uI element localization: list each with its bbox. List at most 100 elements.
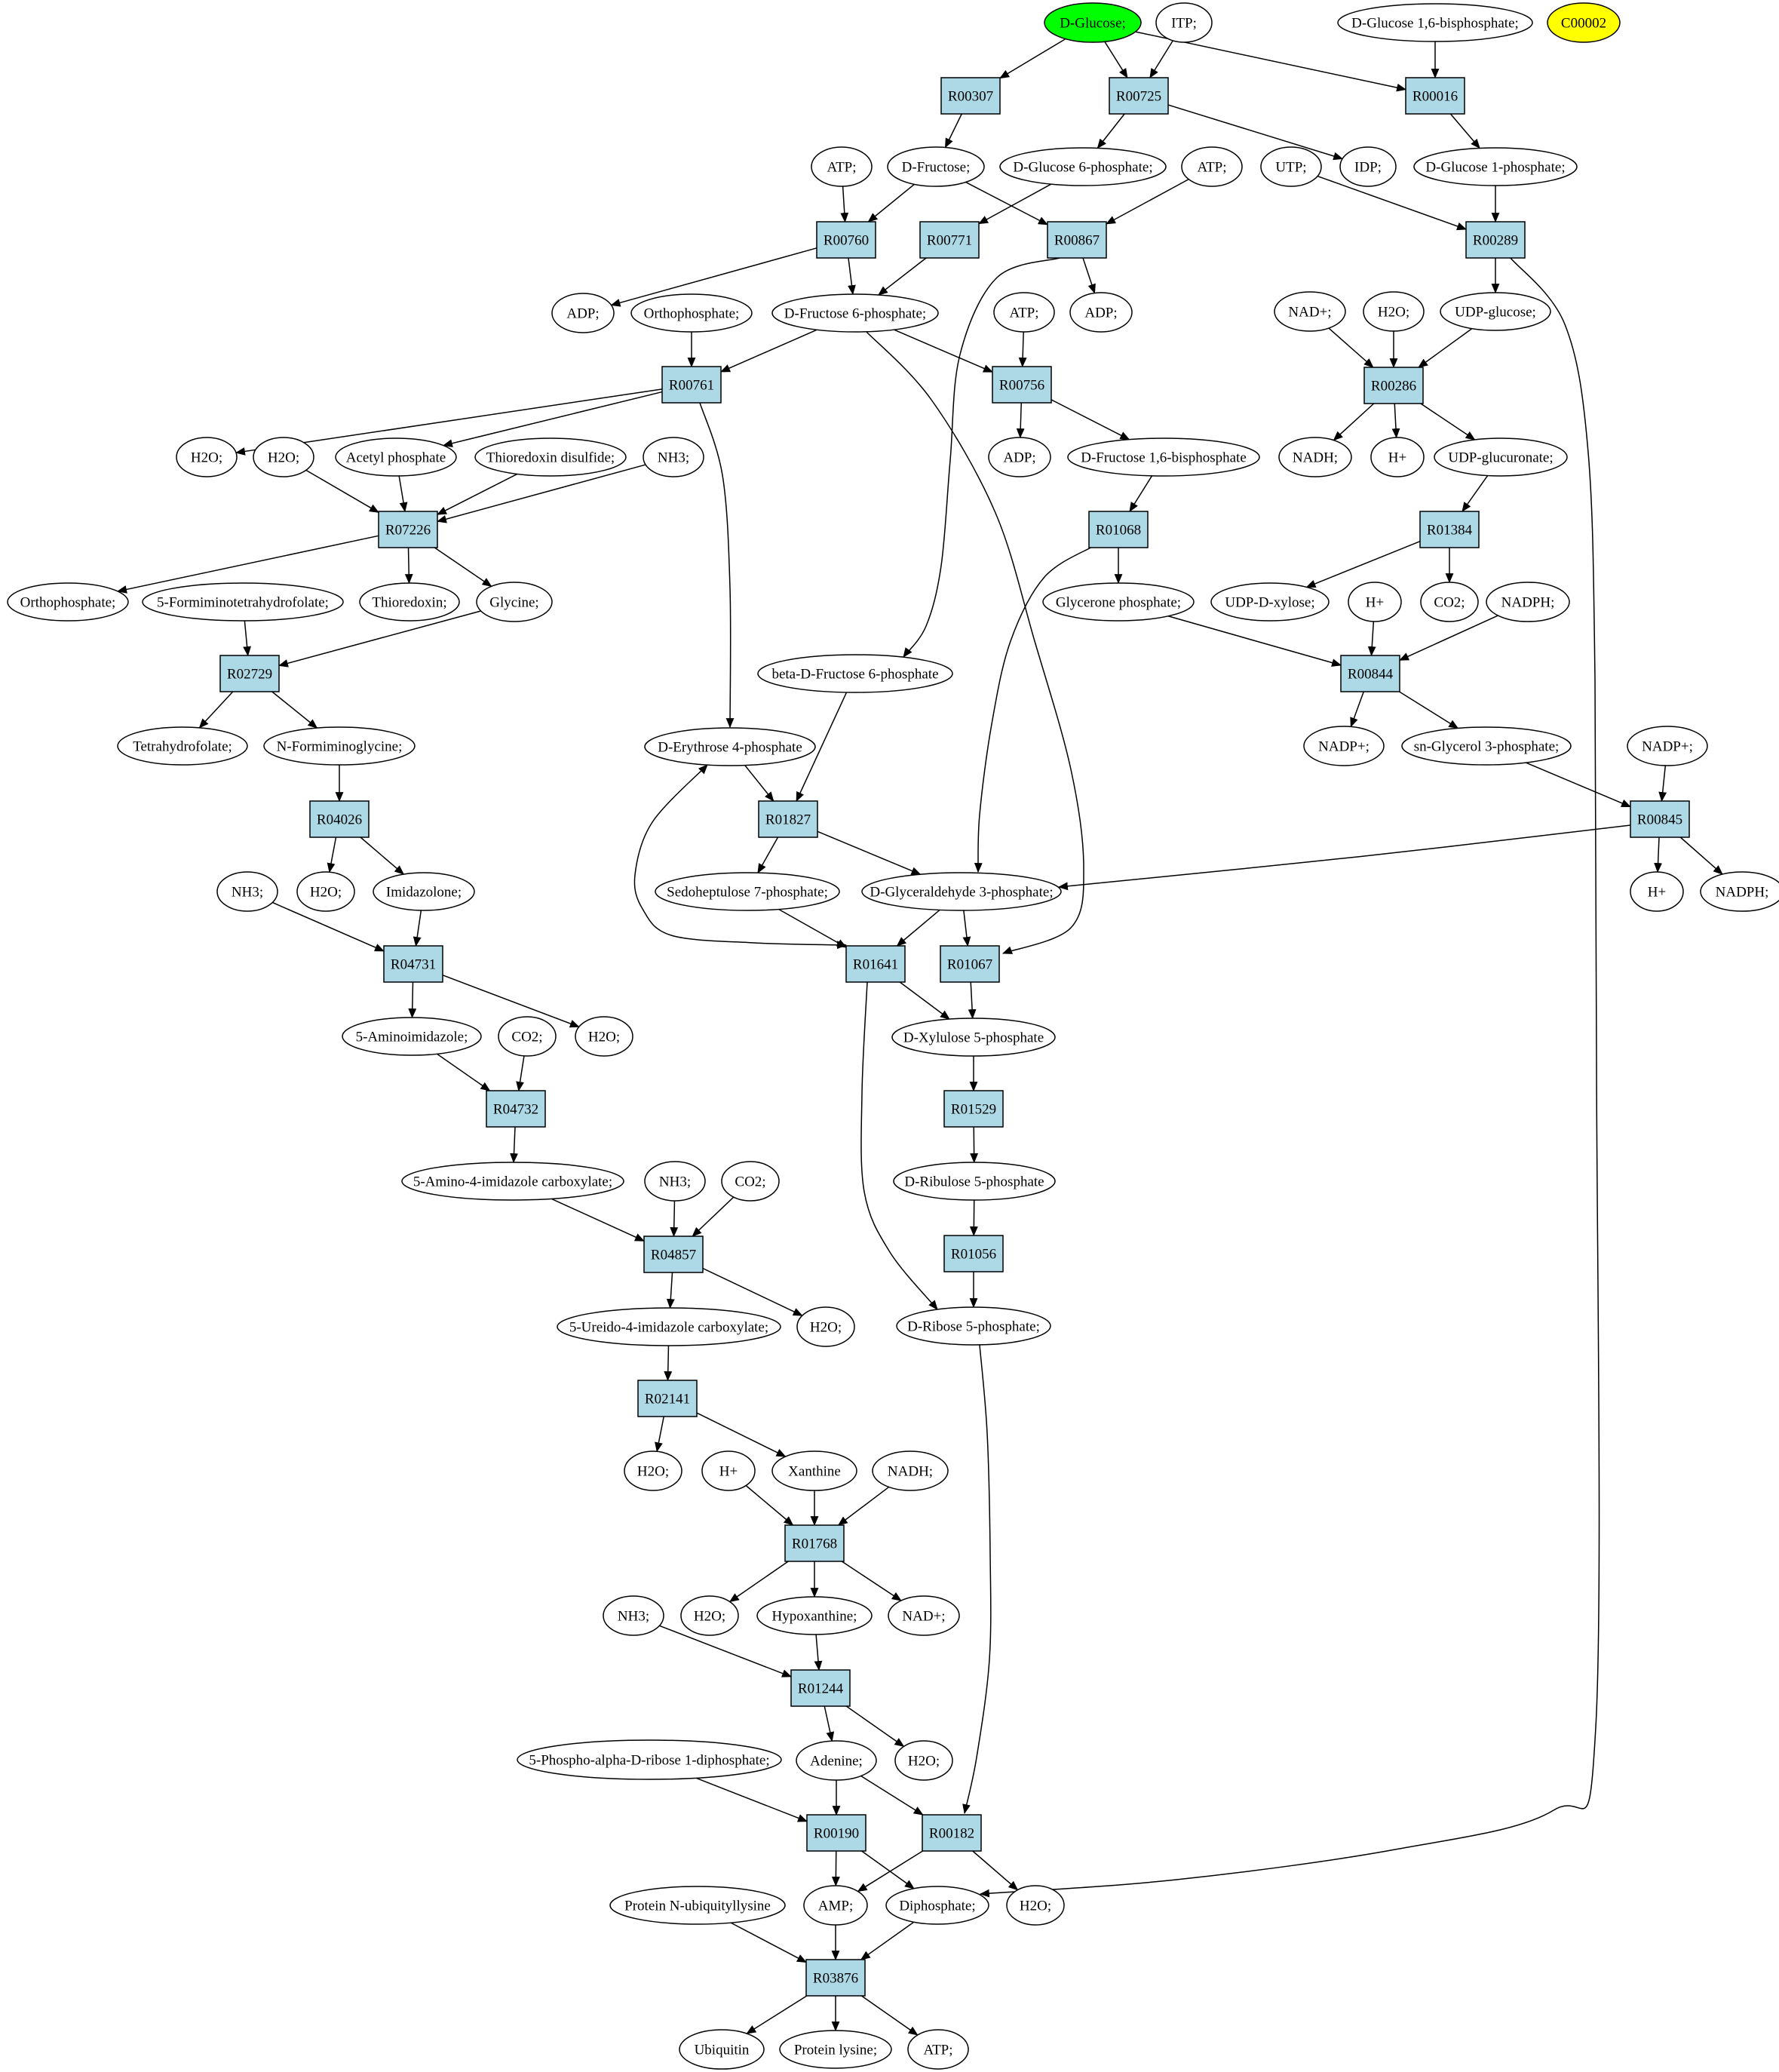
compound-ellipse xyxy=(1303,726,1385,766)
reaction-node-R01768: R01768 xyxy=(784,1524,845,1562)
edge-g6p-R00771 xyxy=(978,183,1052,225)
edge-nh3_1244-R01244 xyxy=(659,1625,793,1678)
compound-node-nadph2: NADPH; xyxy=(1700,871,1779,912)
reaction-node-R00725: R00725 xyxy=(1109,77,1169,115)
reaction-box xyxy=(1088,511,1149,548)
compound-ellipse xyxy=(999,147,1167,186)
compound-node-nadplus1: NAD+; xyxy=(1274,291,1346,332)
node-label: UTP; xyxy=(1275,160,1306,176)
compound-node-proteinlysine: Protein lysine; xyxy=(779,2030,892,2069)
compound-node-prpp: 5-Phospho-alpha-D-ribose 1-diphosphate; xyxy=(517,1739,782,1780)
node-label: ATP; xyxy=(827,160,856,176)
edge-R00760-adp1 xyxy=(610,247,817,307)
compound-node-nformiminoglycine: N-Formiminoglycine; xyxy=(263,726,416,766)
reaction-node-R03876: R03876 xyxy=(805,1959,866,1997)
compound-ellipse xyxy=(779,2030,892,2069)
compound-ellipse xyxy=(643,437,704,477)
edge-hypoxanthine-R01244 xyxy=(814,1634,823,1671)
edge-R01641-x5p xyxy=(899,981,950,1020)
compound-ellipse xyxy=(896,1306,1051,1346)
edge-R04857-h2o_out4857 xyxy=(702,1267,803,1316)
compound-node-h2o_out182: H2O; xyxy=(1006,1885,1065,1926)
node-label: R01641 xyxy=(853,957,898,973)
reaction-box xyxy=(922,1814,982,1852)
compound-node-co2_4857: CO2; xyxy=(721,1161,780,1202)
node-label: NH3; xyxy=(658,450,689,466)
compound-ellipse xyxy=(342,1017,482,1056)
compound-node-udpglucuronate: UDP-glucuronate; xyxy=(1434,437,1568,477)
reaction-node-R01244: R01244 xyxy=(790,1669,851,1707)
node-label: D-Fructose; xyxy=(902,160,971,176)
compound-node-c00002: C00002 xyxy=(1547,2,1621,43)
edge-thioredoxindisulfide-R07226 xyxy=(437,473,518,515)
reaction-box xyxy=(940,77,1001,115)
node-label: H2O; xyxy=(908,1754,940,1770)
compound-node-adp3: ADP; xyxy=(988,437,1051,477)
compound-ellipse xyxy=(803,1885,868,1926)
node-label: 5-Aminoimidazole; xyxy=(356,1030,468,1045)
node-label: D-Glucose 1-phosphate; xyxy=(1425,160,1565,176)
node-label: H+ xyxy=(719,1464,738,1480)
edge-adenine-R00182 xyxy=(860,1775,924,1816)
reaction-box xyxy=(1047,221,1107,259)
reaction-node-R00844: R00844 xyxy=(1340,655,1400,692)
node-label: R07226 xyxy=(385,523,431,539)
edge-R01244-h2o_out1244 xyxy=(845,1705,905,1748)
node-label: ATP; xyxy=(923,2043,952,2058)
edge-nadplus1-R00286 xyxy=(1328,327,1374,368)
reaction-box xyxy=(919,221,980,259)
reaction-box xyxy=(309,800,370,838)
compound-node-idp: IDP; xyxy=(1339,146,1397,187)
reaction-box xyxy=(784,1524,845,1562)
compound-node-e4p: D-Erythrose 4-phosphate xyxy=(644,727,816,766)
compound-ellipse xyxy=(721,1161,780,1202)
compound-node-x5p: D-Xylulose 5-phosphate xyxy=(891,1018,1056,1057)
compound-ellipse xyxy=(1370,437,1425,477)
compound-node-imidazolone: Imidazolone; xyxy=(373,872,475,911)
node-label: ADP; xyxy=(1084,305,1117,321)
node-label: R00844 xyxy=(1348,667,1394,683)
node-label: H2O; xyxy=(588,1030,620,1045)
edge-R00867-adp2 xyxy=(1082,257,1096,294)
compound-ellipse xyxy=(1434,437,1568,477)
edge-R01641-r5p xyxy=(860,981,938,1310)
edge-dglucose-R00307 xyxy=(999,38,1066,79)
compound-node-thioredoxin: Thioredoxin; xyxy=(359,582,460,622)
node-label: ADP; xyxy=(1003,450,1035,466)
node-label: Orthophosphate; xyxy=(644,306,740,322)
compound-ellipse xyxy=(557,1307,781,1346)
compound-ellipse xyxy=(1260,146,1322,187)
node-label: UDP-glucose; xyxy=(1455,305,1536,321)
compound-node-g1p: D-Glucose 1-phosphate; xyxy=(1413,147,1578,186)
edge-f6p-R00761 xyxy=(720,329,817,373)
node-label: D-Erythrose 4-phosphate xyxy=(658,740,802,756)
compound-node-adp1: ADP; xyxy=(551,293,615,333)
edge-hplus4-R01768 xyxy=(745,1484,794,1526)
compound-node-r5p: D-Ribose 5-phosphate; xyxy=(896,1306,1051,1346)
reaction-node-R00761: R00761 xyxy=(661,366,722,404)
compound-node-hplus2: H+ xyxy=(1348,582,1402,622)
node-label: R00771 xyxy=(927,233,972,249)
compound-ellipse xyxy=(1067,437,1260,477)
node-label: R02141 xyxy=(645,1392,690,1407)
edge-nh3_7226-R07226 xyxy=(436,464,646,523)
edge-itp-R00725 xyxy=(1149,40,1173,78)
reaction-node-R01067: R01067 xyxy=(940,945,1000,983)
compound-node-nadh2: NADH; xyxy=(872,1450,949,1491)
node-label: R00182 xyxy=(929,1826,974,1842)
reaction-box xyxy=(992,366,1052,404)
reaction-box xyxy=(1340,655,1400,692)
node-label: R00016 xyxy=(1412,89,1458,105)
reaction-node-R04026: R04026 xyxy=(309,800,370,838)
compound-node-h2o_4026: H2O; xyxy=(296,871,355,912)
edge-R00756-adp3 xyxy=(1016,402,1025,439)
compound-ellipse xyxy=(907,2029,969,2070)
node-label: ATP; xyxy=(1197,160,1226,176)
edge-R01068-g3p xyxy=(974,545,1094,873)
node-label: 5-Amino-4-imidazole carboxylate; xyxy=(413,1174,612,1190)
edge-f6p-R01067 xyxy=(865,330,1084,954)
reaction-node-R01641: R01641 xyxy=(845,945,906,983)
compound-ellipse xyxy=(1420,582,1479,622)
node-label: R04732 xyxy=(493,1102,538,1118)
edge-R04026-imidazolone xyxy=(360,836,405,875)
